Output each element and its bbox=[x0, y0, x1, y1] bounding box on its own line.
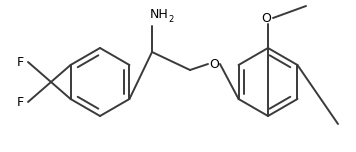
Text: F: F bbox=[16, 55, 23, 69]
Text: O: O bbox=[261, 12, 271, 24]
Text: O: O bbox=[209, 57, 219, 71]
Text: F: F bbox=[16, 95, 23, 109]
Text: NH: NH bbox=[150, 7, 169, 21]
Text: 2: 2 bbox=[168, 14, 173, 24]
